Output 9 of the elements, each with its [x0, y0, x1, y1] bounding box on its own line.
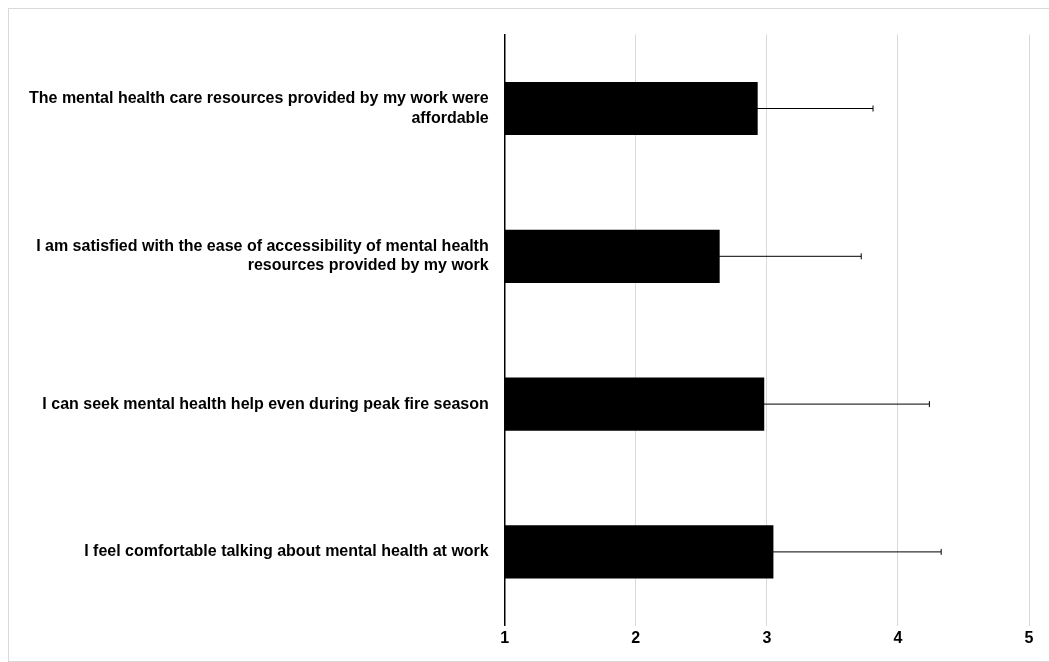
x-tick-label: 3: [762, 628, 772, 646]
x-tick-label: 1: [500, 628, 510, 646]
x-tick-label: 4: [893, 628, 903, 646]
x-tick-label: 2: [631, 628, 641, 646]
y-tick-label: I can seek mental health help even during peak fire season: [42, 394, 489, 412]
y-tick-label: I feel comfortable talking about mental health at work: [84, 542, 489, 560]
x-tick-label: 5: [1024, 628, 1034, 646]
y-tick-label: I am satisfied with the ease of accessibility of mental health resources provided by my work: [36, 237, 489, 274]
y-tick-label: The mental health care resources provided by my work were affordable: [28, 89, 489, 126]
